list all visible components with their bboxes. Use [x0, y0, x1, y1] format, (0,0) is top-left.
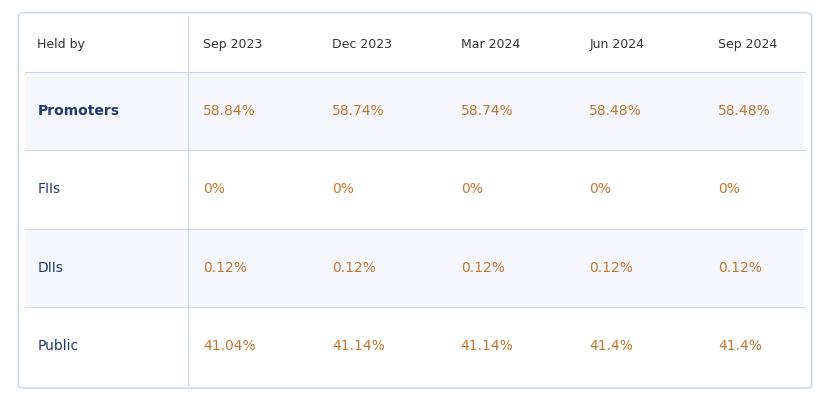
FancyBboxPatch shape [18, 13, 812, 388]
Text: 41.4%: 41.4% [718, 339, 762, 353]
Text: 0.12%: 0.12% [589, 261, 633, 275]
Text: 0%: 0% [332, 182, 354, 196]
Text: 0.12%: 0.12% [203, 261, 247, 275]
Text: Public: Public [37, 339, 79, 353]
Text: 41.04%: 41.04% [203, 339, 256, 353]
Text: Held by: Held by [37, 38, 85, 51]
Text: 0.12%: 0.12% [461, 261, 505, 275]
Text: 0%: 0% [461, 182, 482, 196]
Text: Jun 2024: Jun 2024 [589, 38, 644, 51]
Text: 0.12%: 0.12% [332, 261, 376, 275]
Text: Sep 2024: Sep 2024 [718, 38, 777, 51]
Text: 58.48%: 58.48% [718, 104, 771, 118]
Bar [26, 72, 804, 150]
Text: 58.74%: 58.74% [461, 104, 513, 118]
Text: Promoters: Promoters [37, 104, 120, 118]
Text: 0%: 0% [718, 182, 740, 196]
Text: DIIs: DIIs [37, 261, 63, 275]
Text: Dec 2023: Dec 2023 [332, 38, 392, 51]
Text: FIIs: FIIs [37, 182, 61, 196]
Text: 41.14%: 41.14% [461, 339, 514, 353]
Bar [26, 229, 804, 306]
Text: 58.84%: 58.84% [203, 104, 256, 118]
Bar [26, 307, 804, 385]
Text: 41.4%: 41.4% [589, 339, 633, 353]
Text: 0.12%: 0.12% [718, 261, 762, 275]
Text: 58.74%: 58.74% [332, 104, 384, 118]
Text: Mar 2024: Mar 2024 [461, 38, 520, 51]
Text: 0%: 0% [203, 182, 225, 196]
Text: 0%: 0% [589, 182, 611, 196]
Text: 41.14%: 41.14% [332, 339, 385, 353]
Text: Sep 2023: Sep 2023 [203, 38, 262, 51]
Bar [26, 150, 804, 228]
Text: 58.48%: 58.48% [589, 104, 642, 118]
